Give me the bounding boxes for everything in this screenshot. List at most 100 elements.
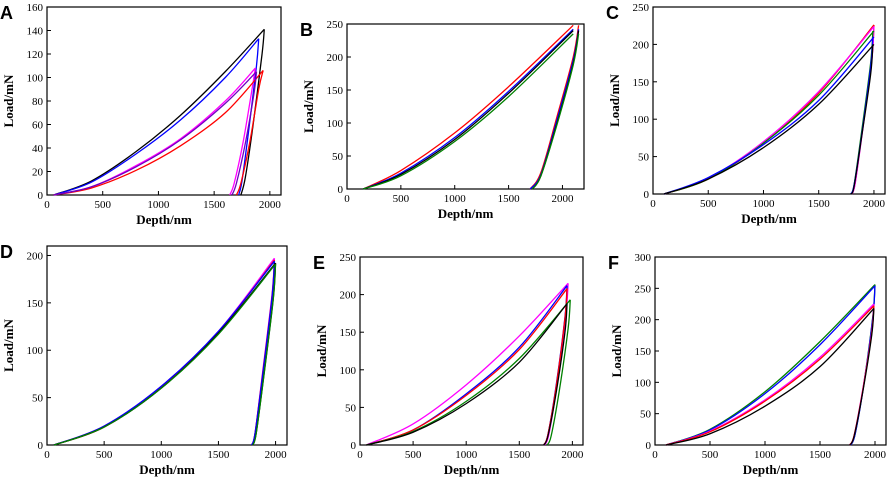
loading-curve-B-3 <box>362 30 574 190</box>
loading-curve-E-1 <box>366 282 569 446</box>
y-tick-label: 50 <box>332 151 344 163</box>
unloading-curve-A-2 <box>238 38 260 196</box>
y-axis-label: Load/mN <box>1 74 16 127</box>
loading-curve-A-4 <box>53 70 264 196</box>
y-tick-label: 200 <box>327 52 344 64</box>
x-tick-label: 2000 <box>551 193 574 205</box>
loading-curve-B-1 <box>362 24 574 190</box>
y-tick-label: 100 <box>27 345 44 357</box>
x-tick-label: 1000 <box>150 449 173 461</box>
y-axis-label: Load/mN <box>301 80 316 133</box>
loading-curve-D-4 <box>53 262 277 446</box>
panel-F: 0 500 1000 1500 2000 0 50 100 150 200 250 300 Depth/… <box>608 252 887 477</box>
x-axis-label: Depth/nm <box>741 211 797 226</box>
x-tick-label: 1000 <box>752 198 775 210</box>
x-tick-label: 2000 <box>259 199 282 211</box>
panel-A: 0 500 1000 1500 2000 0 20 40 60 80 100 120 140 160 Dep… <box>0 2 282 227</box>
y-tick-label: 50 <box>640 409 652 421</box>
plot-frame <box>359 256 584 446</box>
x-tick-label: 1500 <box>508 449 531 461</box>
loading-curve-F-5 <box>665 307 875 446</box>
y-tick-label: 50 <box>638 152 650 164</box>
x-tick-label: 2000 <box>864 449 887 461</box>
plot-frame <box>346 23 585 190</box>
loading-curve-A-5 <box>53 71 257 196</box>
x-tick-label: 500 <box>94 199 111 211</box>
loading-curve-F-1 <box>665 284 876 446</box>
x-tick-label: 500 <box>96 449 113 461</box>
plot-frame <box>654 256 887 446</box>
y-tick-label: 100 <box>340 365 357 377</box>
unloading-curve-E-4 <box>546 299 571 446</box>
unloading-curve-D-5 <box>252 263 277 446</box>
x-tick-label: 1000 <box>147 199 170 211</box>
loading-curve-C-4 <box>663 36 875 195</box>
y-tick-label: 150 <box>633 77 650 89</box>
y-tick-label: 50 <box>345 402 357 414</box>
panel-E: 0 500 1000 1500 2000 0 50 100 150 200 250 Depth/nm L… <box>313 252 584 477</box>
x-tick-label: 500 <box>700 198 717 210</box>
loading-curve-C-3 <box>663 30 875 195</box>
x-tick-label: 1500 <box>203 199 226 211</box>
loading-curve-F-2 <box>665 285 876 446</box>
panel-letter: D <box>0 242 13 262</box>
x-tick-label: 500 <box>393 193 410 205</box>
x-tick-label: 0 <box>344 193 350 205</box>
x-axis-label: Depth/nm <box>139 462 195 477</box>
y-tick-label: 0 <box>646 440 652 452</box>
loading-curve-B-2 <box>362 28 574 190</box>
loading-curve-A-2 <box>53 38 260 196</box>
unloading-curve-B-3 <box>531 30 580 190</box>
y-axis-label: Load/mN <box>1 319 16 372</box>
y-tick-label: 200 <box>27 250 44 262</box>
y-tick-label: 140 <box>27 26 44 38</box>
unloading-curve-F-5 <box>849 308 875 446</box>
y-tick-label: 60 <box>32 120 44 132</box>
y-tick-label: 40 <box>32 143 44 155</box>
y-tick-label: 100 <box>27 73 44 85</box>
unloading-curve-D-2 <box>250 260 276 446</box>
y-tick-label: 80 <box>32 96 44 108</box>
x-axis-label: Depth/nm <box>438 206 494 221</box>
y-tick-label: 0 <box>38 440 44 452</box>
y-tick-label: 0 <box>644 189 650 201</box>
x-tick-label: 1000 <box>754 449 777 461</box>
loading-curve-E-2 <box>366 285 568 446</box>
x-tick-label: 1500 <box>808 198 831 210</box>
loading-curve-C-1 <box>663 24 875 195</box>
panel-D: 0 500 1000 1500 2000 0 50 100 150 200 Depth/nm Load… <box>0 242 288 477</box>
unloading-curve-A-5 <box>231 71 258 196</box>
plot-frame <box>46 245 288 446</box>
panel-letter: F <box>608 253 619 273</box>
loading-curve-F-4 <box>665 305 875 446</box>
y-axis-label: Load/mN <box>314 324 329 377</box>
unloading-curve-D-3 <box>250 261 276 446</box>
unloading-curve-B-4 <box>531 33 580 190</box>
x-tick-label: 0 <box>650 198 656 210</box>
y-tick-label: 120 <box>27 49 44 61</box>
loading-curve-B-4 <box>362 33 574 190</box>
y-tick-label: 50 <box>32 393 44 405</box>
unloading-curve-A-3 <box>229 67 257 196</box>
y-tick-label: 250 <box>635 283 652 295</box>
y-tick-label: 150 <box>340 327 357 339</box>
panel-letter: C <box>606 3 619 23</box>
y-tick-label: 20 <box>32 167 44 179</box>
x-tick-label: 1500 <box>809 449 832 461</box>
y-tick-label: 100 <box>327 118 344 130</box>
panel-B: 0 500 1000 1500 2000 0 50 100 150 200 250 Depth/nm L… <box>300 19 585 221</box>
x-tick-label: 0 <box>44 449 50 461</box>
y-tick-label: 160 <box>27 2 44 14</box>
y-tick-label: 200 <box>633 39 650 51</box>
x-tick-label: 500 <box>702 449 719 461</box>
y-tick-label: 0 <box>338 184 344 196</box>
x-tick-label: 0 <box>652 449 658 461</box>
y-tick-label: 150 <box>327 85 344 97</box>
x-tick-label: 1000 <box>444 193 467 205</box>
y-axis-label: Load/mN <box>607 74 622 127</box>
x-tick-label: 0 <box>357 449 363 461</box>
plot-frame <box>652 6 886 195</box>
x-tick-label: 0 <box>44 199 50 211</box>
panel-C: 0 500 1000 1500 2000 0 50 100 150 200 250 Depth/nm L… <box>606 2 886 226</box>
